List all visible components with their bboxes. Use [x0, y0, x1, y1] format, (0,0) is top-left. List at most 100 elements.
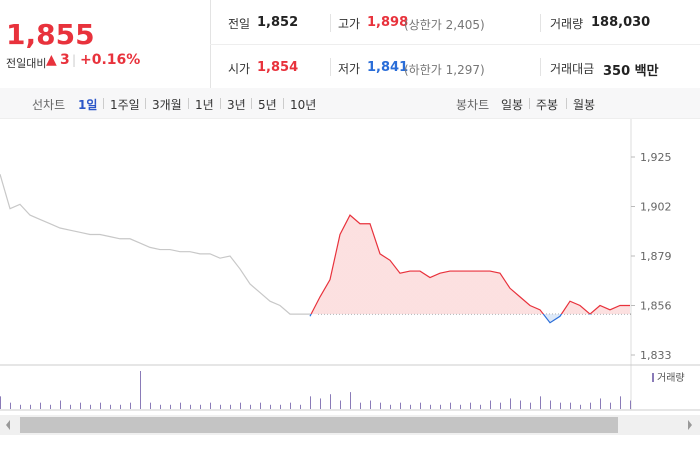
- stat-value: 350 백만: [603, 64, 659, 79]
- separator: |: [72, 53, 77, 67]
- header: 1,855 전일대비 ▲ 3 | +0.16% 전일 1,852 고가 1,89…: [0, 0, 700, 89]
- separator: [283, 98, 284, 109]
- change-rate: +0.16%: [80, 52, 141, 68]
- volume-bar: [520, 400, 521, 409]
- volume-bar: [310, 396, 311, 409]
- label: 선차트: [32, 98, 66, 112]
- legend-swatch: [652, 373, 654, 382]
- volume-bar: [320, 398, 321, 409]
- change: 3: [60, 52, 70, 68]
- volume-bar: [630, 400, 631, 409]
- stat-label: 고가: [338, 17, 361, 31]
- volume-bar: [160, 404, 161, 409]
- volume-bar: [300, 404, 301, 409]
- change-label: 전일대비: [6, 57, 47, 70]
- volume-bar: [370, 400, 371, 409]
- separator: [103, 98, 104, 109]
- toolbar: 선차트 1일 1주일 3개월 1년 3년 5년 10년 봉차트 일봉 주봉 월봉: [0, 88, 700, 119]
- stat-value: 1,841: [367, 60, 409, 75]
- volume-bar: [480, 404, 481, 409]
- volume-bar: [530, 402, 531, 409]
- candle-tab[interactable]: 일봉: [501, 98, 524, 112]
- candle-tab[interactable]: 월봉: [573, 98, 596, 112]
- volume-bar: [110, 404, 111, 409]
- separator: [251, 98, 252, 109]
- period-tab[interactable]: 3년: [227, 98, 246, 112]
- volume-bar: [440, 404, 441, 409]
- volume-bar: [250, 404, 251, 409]
- stat-value: 188,030: [591, 15, 651, 30]
- price: 1,855: [6, 18, 95, 51]
- period-tab[interactable]: 3개월: [152, 98, 182, 112]
- period-tab[interactable]: 10년: [290, 98, 317, 112]
- volume-bar: [450, 402, 451, 409]
- scroll-left[interactable]: [6, 420, 10, 430]
- stat-value: 1,898: [367, 15, 409, 30]
- volume-bar: [350, 392, 351, 409]
- volume-bar: [380, 402, 381, 409]
- volume-bar: [280, 404, 281, 409]
- volume-bar: [40, 402, 41, 409]
- candle-tab[interactable]: 주봉: [536, 98, 559, 112]
- volume-bar: [180, 402, 181, 409]
- volume-bar: [240, 402, 241, 409]
- divider: [540, 58, 541, 76]
- price-panel: 1,855 전일대비 ▲ 3 | +0.16%: [0, 0, 211, 88]
- volume-bar: [420, 402, 421, 409]
- period-tab[interactable]: 1일: [78, 98, 98, 112]
- volume-bar: [390, 404, 391, 409]
- separator: [529, 98, 530, 109]
- area-fill: [310, 215, 630, 323]
- period-tab[interactable]: 1년: [195, 98, 214, 112]
- separator: [566, 98, 567, 109]
- divider: [330, 14, 331, 32]
- period-tab[interactable]: 1주일: [110, 98, 140, 112]
- stat-label: 저가: [338, 62, 361, 76]
- volume-bar: [70, 404, 71, 409]
- volume-bar: [0, 396, 1, 409]
- y-tick-label: 1,856: [640, 300, 672, 313]
- stat-note: (하한가 1,297): [404, 63, 485, 77]
- volume-bar: [610, 402, 611, 409]
- period-tab[interactable]: 5년: [258, 98, 277, 112]
- volume-bar: [410, 404, 411, 409]
- divider: [540, 14, 541, 32]
- volume-bar: [60, 400, 61, 409]
- stat-label: 거래대금: [550, 62, 595, 76]
- volume-bar: [210, 402, 211, 409]
- scroll-thumb[interactable]: [20, 417, 618, 433]
- volume-bar: [540, 396, 541, 409]
- volume-bar: [600, 398, 601, 409]
- volume-bar: [400, 402, 401, 409]
- volume-bar: [220, 404, 221, 409]
- label: 봉차트: [456, 98, 490, 112]
- volume-bar: [500, 402, 501, 409]
- stat-note: (상한가 2,405): [404, 18, 485, 32]
- volume-bar: [50, 404, 51, 409]
- y-tick-label: 1,879: [640, 250, 672, 263]
- volume-bar: [80, 402, 81, 409]
- separator: [220, 98, 221, 109]
- volume-bar: [100, 402, 101, 409]
- volume-bar: [470, 402, 471, 409]
- scroll-right[interactable]: [688, 420, 692, 430]
- volume-bar: [620, 396, 621, 409]
- volume-bar: [460, 404, 461, 409]
- separator: [145, 98, 146, 109]
- separator: [188, 98, 189, 109]
- volume-bar: [260, 402, 261, 409]
- price-line: [0, 174, 310, 315]
- volume-bar: [130, 402, 131, 409]
- legend-label: 거래량: [657, 372, 685, 384]
- volume-bar: [140, 371, 141, 409]
- volume-bar: [150, 402, 151, 409]
- y-tick-label: 1,902: [640, 201, 672, 214]
- volume-bar: [510, 398, 511, 409]
- volume-bar: [430, 404, 431, 409]
- volume-bar: [330, 394, 331, 409]
- volume-bar: [230, 404, 231, 409]
- divider: [330, 58, 331, 76]
- volume-bar: [20, 404, 21, 409]
